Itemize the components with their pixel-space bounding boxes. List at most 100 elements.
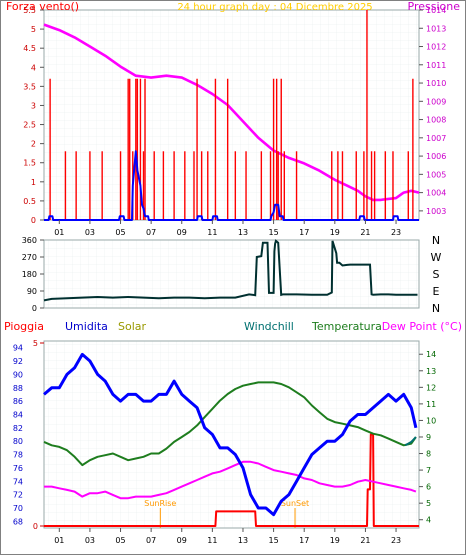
temperature-line — [43, 381, 417, 467]
direction-line — [43, 239, 418, 302]
windchill-line — [404, 436, 417, 447]
y-right-tick-label: 5 — [426, 499, 431, 508]
y-right-tick-label: 1003 — [426, 207, 446, 216]
y-left-tick-label: 2.5 — [23, 121, 36, 130]
y-tick-label: 270 — [22, 253, 37, 262]
rain-tick-label: 0 — [33, 522, 38, 531]
y-right-tick-label: 1008 — [426, 116, 446, 125]
x-tick-label: 07 — [146, 228, 156, 237]
y-right-tick-label: 1013 — [426, 24, 446, 33]
compass-label: N — [432, 234, 440, 247]
pressure-line — [43, 23, 420, 202]
y-left-tick-label: 3.5 — [23, 82, 36, 91]
x-tick-label: 09 — [177, 228, 187, 237]
y-right-tick-label: 1007 — [426, 134, 446, 143]
y-left-tick-label: 90 — [13, 370, 23, 379]
y-left-tick-label: 92 — [13, 357, 23, 366]
series-marks — [43, 10, 420, 221]
y-right-tick-label: 1005 — [426, 170, 446, 179]
compass-label: W — [431, 251, 442, 264]
wind-pressure-chart: Forza vento() 24 hour graph day : 04 Dic… — [6, 0, 460, 237]
y-right-tick-label: 1011 — [426, 61, 446, 70]
y-left-tick-label: 5.5 — [23, 6, 36, 15]
y-right-tick-label: 9 — [426, 433, 431, 442]
y-left-tick-label: 4.5 — [23, 44, 36, 53]
y-left-tick-label: 78 — [13, 451, 23, 460]
y-right-tick-label: 12 — [426, 383, 436, 392]
y-right-tick-label: 4 — [426, 516, 431, 525]
humidity-line — [43, 352, 418, 517]
x-tick-label: 21 — [360, 536, 370, 545]
x-tick-label: 11 — [207, 228, 217, 237]
series-marks: SunRise SunSet — [43, 352, 419, 528]
legend-dewpoint: Dew Point (°C) — [382, 320, 462, 333]
y-left-tick-label: 0 — [31, 216, 36, 225]
x-tick-label: 13 — [238, 536, 248, 545]
x-tick-label: 19 — [330, 536, 340, 545]
y-tick-label: 360 — [22, 236, 37, 245]
y-tick-label: 90 — [27, 287, 37, 296]
y-left-tick-label: 88 — [13, 384, 23, 393]
dewpoint-line — [44, 460, 417, 500]
y-right-tick-label: 1006 — [426, 152, 446, 161]
x-tick-label: 23 — [391, 536, 401, 545]
axis-ticks: 9492908886848280787674727068501413121110… — [13, 339, 436, 545]
y-right-tick-label: 10 — [426, 416, 436, 425]
rain-tick-label: 5 — [33, 339, 38, 348]
chart-title: 24 hour graph day : 04 Dicembre 2025 — [177, 2, 372, 13]
y-right-tick-label: 1012 — [426, 43, 446, 52]
y-left-tick-label: 5 — [31, 25, 36, 34]
legend-windchill: Windchill — [244, 320, 294, 333]
y-left-tick-label: 2 — [31, 140, 36, 149]
plot-frame — [43, 340, 420, 529]
x-tick-label: 07 — [146, 536, 156, 545]
x-tick-label: 05 — [115, 228, 125, 237]
y-right-tick-label: 1010 — [426, 79, 446, 88]
sun-marker-label: SunRise — [144, 499, 176, 508]
x-tick-label: 23 — [391, 228, 401, 237]
y-left-tick-label: 84 — [13, 410, 23, 419]
y-left-tick-label: 1.5 — [23, 159, 36, 168]
y-tick-label: 0 — [32, 304, 37, 313]
legend-temperature: Temperatura — [311, 320, 382, 333]
y-right-tick-label: 7 — [426, 466, 431, 475]
x-tick-label: 21 — [360, 228, 370, 237]
x-tick-label: 03 — [85, 228, 95, 237]
y-left-tick-label: 80 — [13, 437, 23, 446]
y-right-tick-label: 11 — [426, 400, 436, 409]
y-right-tick-label: 1009 — [426, 97, 446, 106]
y-left-tick-label: 3 — [31, 101, 36, 110]
y-left-tick-label: 74 — [13, 477, 23, 486]
legend-humidity: Umidita — [65, 320, 108, 333]
x-tick-label: 17 — [299, 536, 309, 545]
compass-label: E — [433, 285, 440, 298]
y-tick-label: 180 — [22, 270, 37, 279]
y-right-tick-label: 1014 — [426, 6, 446, 15]
y-right-tick-label: 14 — [426, 350, 436, 359]
legend-rain: Pioggia — [4, 320, 44, 333]
y-left-tick-label: 70 — [13, 504, 23, 513]
y-left-tick-label: 82 — [13, 424, 23, 433]
y-right-tick-label: 1004 — [426, 189, 446, 198]
series-marks — [43, 239, 418, 302]
y-left-tick-label: 94 — [13, 344, 23, 353]
plot-frame — [43, 9, 420, 221]
y-left-tick-label: 1 — [31, 178, 36, 187]
x-tick-label: 01 — [54, 536, 64, 545]
x-tick-label: 19 — [330, 228, 340, 237]
x-tick-label: 03 — [85, 536, 95, 545]
x-tick-label: 11 — [207, 536, 217, 545]
x-tick-label: 17 — [299, 228, 309, 237]
x-tick-label: 13 — [238, 228, 248, 237]
y-left-tick-label: 68 — [13, 517, 23, 526]
x-tick-label: 09 — [177, 536, 187, 545]
legend-solar: Solar — [118, 320, 147, 333]
x-tick-label: 01 — [54, 228, 64, 237]
y-right-tick-label: 8 — [426, 450, 431, 459]
sun-marker-label: SunSet — [281, 499, 309, 508]
compass-label: N — [432, 302, 440, 315]
y-left-tick-label: 0.5 — [23, 197, 36, 206]
